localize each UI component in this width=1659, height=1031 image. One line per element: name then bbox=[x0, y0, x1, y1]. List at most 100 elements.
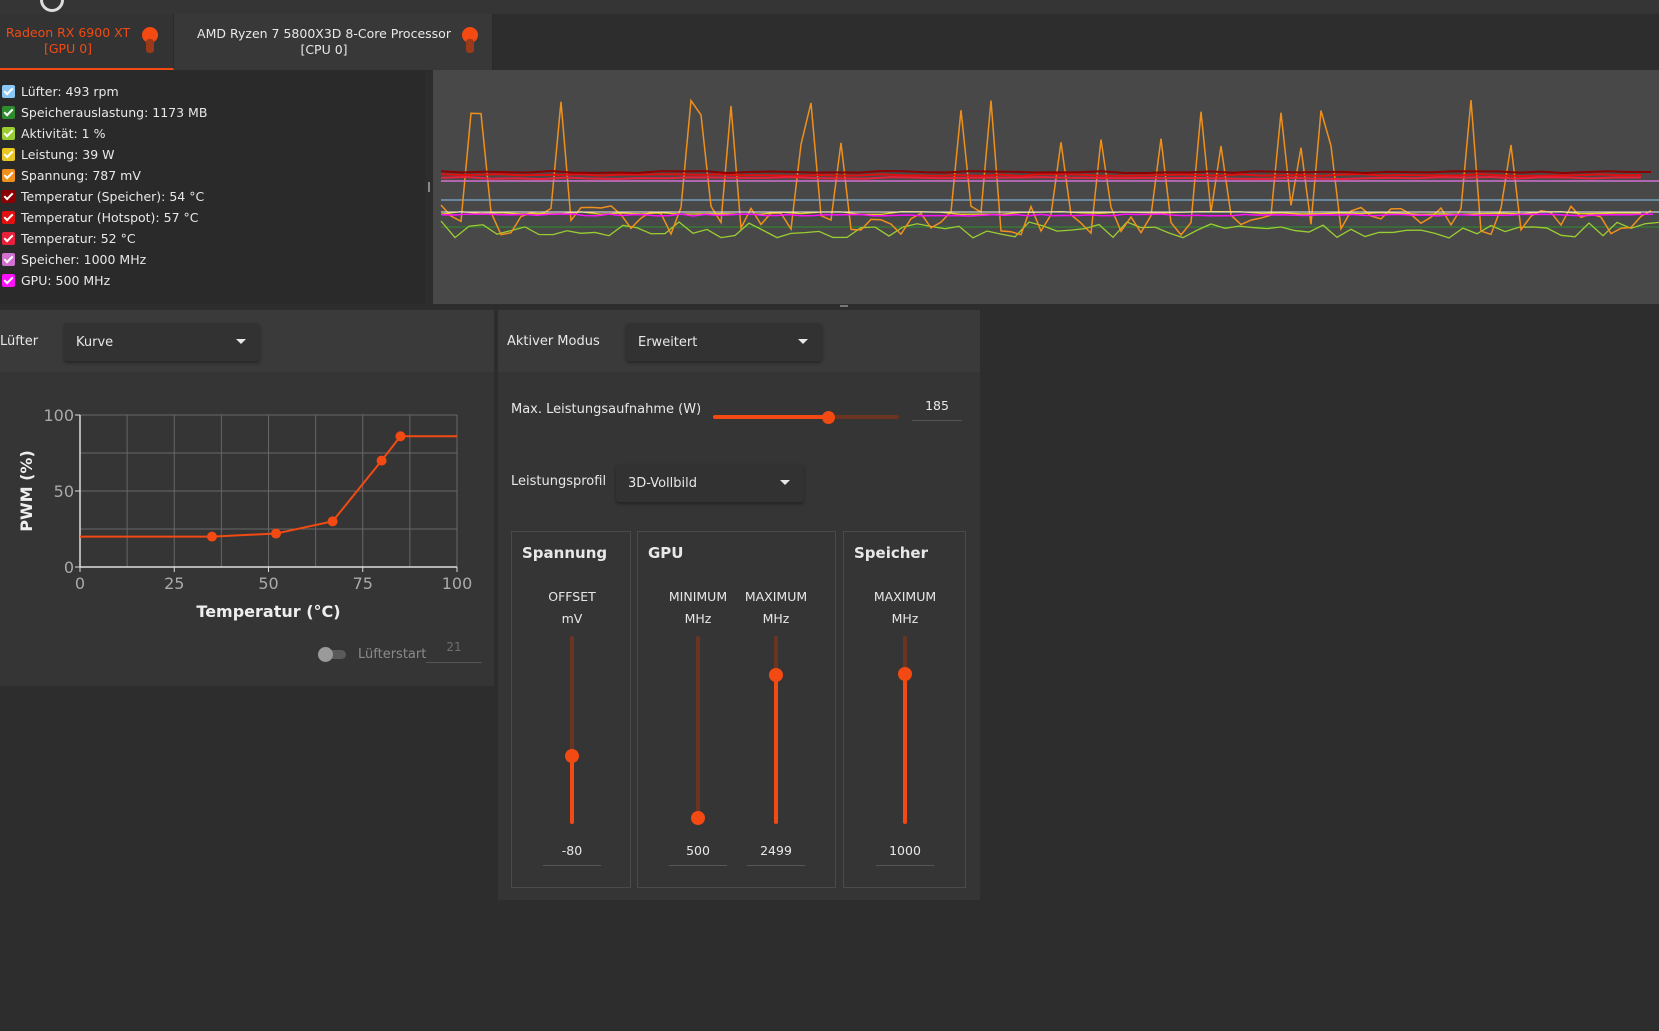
checkbox-check-icon[interactable] bbox=[2, 126, 15, 140]
slider-thumb[interactable] bbox=[822, 411, 836, 424]
vertical-splitter[interactable] bbox=[425, 70, 433, 304]
x-tick-label: 25 bbox=[164, 574, 184, 593]
column-caption: MAXIMUM bbox=[873, 589, 937, 604]
gpu-min-column: MINIMUM MHz 500 bbox=[663, 532, 733, 889]
perf-mode-value: Erweitert bbox=[638, 334, 698, 350]
legend-item[interactable]: Temperatur (Speicher): 54 °C bbox=[2, 186, 204, 206]
trace-memory-temp bbox=[440, 170, 1652, 174]
perf-mode-label: Aktiver Modus bbox=[507, 334, 600, 349]
curve-point[interactable] bbox=[206, 531, 217, 542]
legend-item[interactable]: GPU: 500 MHz bbox=[2, 270, 110, 290]
checkbox-check-icon[interactable] bbox=[2, 147, 15, 161]
chevron-down-icon bbox=[236, 339, 246, 344]
curve-point[interactable] bbox=[376, 455, 387, 466]
performance-header: Aktiver Modus Erweitert bbox=[498, 310, 980, 372]
horizontal-splitter-grip-icon[interactable] bbox=[840, 305, 848, 307]
app-logo-icon bbox=[40, 0, 64, 12]
title-bar bbox=[0, 0, 1659, 14]
power-profile-value: 3D-Vollbild bbox=[628, 475, 697, 491]
tab-gpu-name: Radeon RX 6900 XT bbox=[5, 25, 131, 40]
memory-clock-group: Speicher MAXIMUM MHz 1000 bbox=[843, 531, 966, 888]
checkbox-check-icon[interactable] bbox=[2, 168, 15, 182]
memory-group-title: Speicher bbox=[854, 544, 928, 562]
legend-label: Lüfter: 493 rpm bbox=[21, 83, 119, 99]
legend-item[interactable]: Aktivität: 1 % bbox=[2, 123, 106, 143]
legend-item[interactable]: Spannung: 787 mV bbox=[2, 165, 141, 185]
tab-cpu-index: [CPU 0] bbox=[300, 42, 348, 57]
y-tick-label: 100 bbox=[43, 406, 74, 425]
checkbox-check-icon[interactable] bbox=[2, 189, 15, 203]
value-field[interactable]: 500 bbox=[669, 843, 727, 866]
history-plot bbox=[440, 98, 1659, 239]
unit-caption: mV bbox=[561, 611, 583, 626]
value-field[interactable]: -80 bbox=[543, 843, 601, 866]
performance-panel: Aktiver Modus Erweitert Max. Leistungsau… bbox=[498, 310, 980, 900]
slider-thumb[interactable] bbox=[565, 749, 579, 764]
checkbox-check-icon[interactable] bbox=[2, 231, 15, 245]
x-tick-label: 0 bbox=[75, 574, 85, 593]
unit-caption: MHz bbox=[762, 611, 790, 626]
curve-point[interactable] bbox=[395, 431, 406, 442]
slider-thumb[interactable] bbox=[769, 668, 783, 683]
column-caption: MAXIMUM bbox=[744, 589, 808, 604]
checkbox-check-icon[interactable] bbox=[2, 105, 15, 119]
chevron-down-icon bbox=[798, 339, 808, 344]
y-axis-label: PWM (%) bbox=[17, 450, 36, 532]
legend-item[interactable]: Temperatur: 52 °C bbox=[2, 228, 136, 248]
tab-gpu[interactable]: Radeon RX 6900 XT [GPU 0] bbox=[0, 14, 174, 70]
pin-icon[interactable] bbox=[142, 27, 158, 59]
checkbox-check-icon[interactable] bbox=[2, 84, 15, 98]
checkbox-check-icon[interactable] bbox=[2, 273, 15, 287]
power-profile-dropdown[interactable]: 3D-Vollbild bbox=[616, 464, 804, 502]
perf-mode-dropdown[interactable]: Erweitert bbox=[626, 323, 822, 361]
legend-item[interactable]: Leistung: 39 W bbox=[2, 144, 115, 164]
sensor-history-graph bbox=[433, 70, 1659, 304]
trace-gpu-clock bbox=[440, 213, 1654, 217]
legend-label: Temperatur: 52 °C bbox=[21, 230, 136, 246]
vertical-slider[interactable] bbox=[691, 636, 705, 826]
x-tick-label: 75 bbox=[353, 574, 373, 593]
power-limit-field[interactable]: 185 bbox=[912, 398, 962, 421]
fan-header: Lüfter Kurve bbox=[0, 310, 494, 372]
unit-caption: MHz bbox=[891, 611, 919, 626]
gpu-max-column: MAXIMUM MHz 2499 bbox=[741, 532, 811, 889]
curve-point[interactable] bbox=[327, 516, 338, 527]
tab-cpu[interactable]: AMD Ryzen 7 5800X3D 8-Core Processor [CP… bbox=[174, 14, 493, 70]
voltage-offset-column: OFFSET mV -80 bbox=[537, 532, 607, 889]
legend-label: Speicherauslastung: 1173 MB bbox=[21, 104, 208, 120]
chevron-down-icon bbox=[780, 480, 790, 485]
vertical-slider[interactable] bbox=[769, 636, 783, 824]
fan-mode-dropdown[interactable]: Kurve bbox=[64, 323, 260, 361]
value-field[interactable]: 2499 bbox=[747, 843, 805, 866]
splitter-grip-icon bbox=[428, 182, 430, 192]
slider-thumb[interactable] bbox=[691, 811, 705, 826]
vertical-slider[interactable] bbox=[898, 636, 912, 824]
fanstart-field[interactable]: 21 bbox=[426, 640, 482, 663]
column-caption: OFFSET bbox=[548, 589, 596, 604]
legend-label: Temperatur (Speicher): 54 °C bbox=[21, 188, 205, 204]
legend-label: Aktivität: 1 % bbox=[21, 125, 106, 141]
gpu-clock-group: GPU MINIMUM MHz 500 MAXIMUM MHz 2499 bbox=[637, 531, 836, 888]
legend-item[interactable]: Temperatur (Hotspot): 57 °C bbox=[2, 207, 198, 227]
voltage-group: Spannung OFFSET mV -80 bbox=[511, 531, 631, 888]
legend-item[interactable]: Speicher: 1000 MHz bbox=[2, 249, 146, 269]
legend-label: GPU: 500 MHz bbox=[21, 272, 111, 288]
power-limit-slider[interactable] bbox=[713, 408, 899, 426]
y-tick-label: 0 bbox=[64, 558, 74, 577]
fanstart-label: Lüfterstart bbox=[358, 647, 427, 662]
vertical-slider[interactable] bbox=[565, 636, 579, 824]
trace-temp bbox=[440, 176, 1642, 180]
checkbox-check-icon[interactable] bbox=[2, 252, 15, 266]
curve-point[interactable] bbox=[271, 528, 282, 539]
slider-thumb[interactable] bbox=[898, 666, 912, 681]
value-field[interactable]: 1000 bbox=[876, 843, 934, 866]
power-limit-label: Max. Leistungsaufnahme (W) bbox=[511, 402, 702, 417]
fan-curve-chart[interactable]: 0 25 50 75 100 0 50 100 Temperatur (°C) PWM (%) bbox=[0, 380, 494, 640]
legend-label: Speicher: 1000 MHz bbox=[21, 251, 147, 267]
checkbox-check-icon[interactable] bbox=[2, 210, 15, 224]
legend-item[interactable]: Lüfter: 493 rpm bbox=[2, 81, 119, 101]
pin-icon[interactable] bbox=[462, 27, 478, 59]
legend-item[interactable]: Speicherauslastung: 1173 MB bbox=[2, 102, 207, 122]
trace-activity bbox=[440, 220, 1659, 239]
fanstart-toggle[interactable] bbox=[318, 647, 348, 662]
